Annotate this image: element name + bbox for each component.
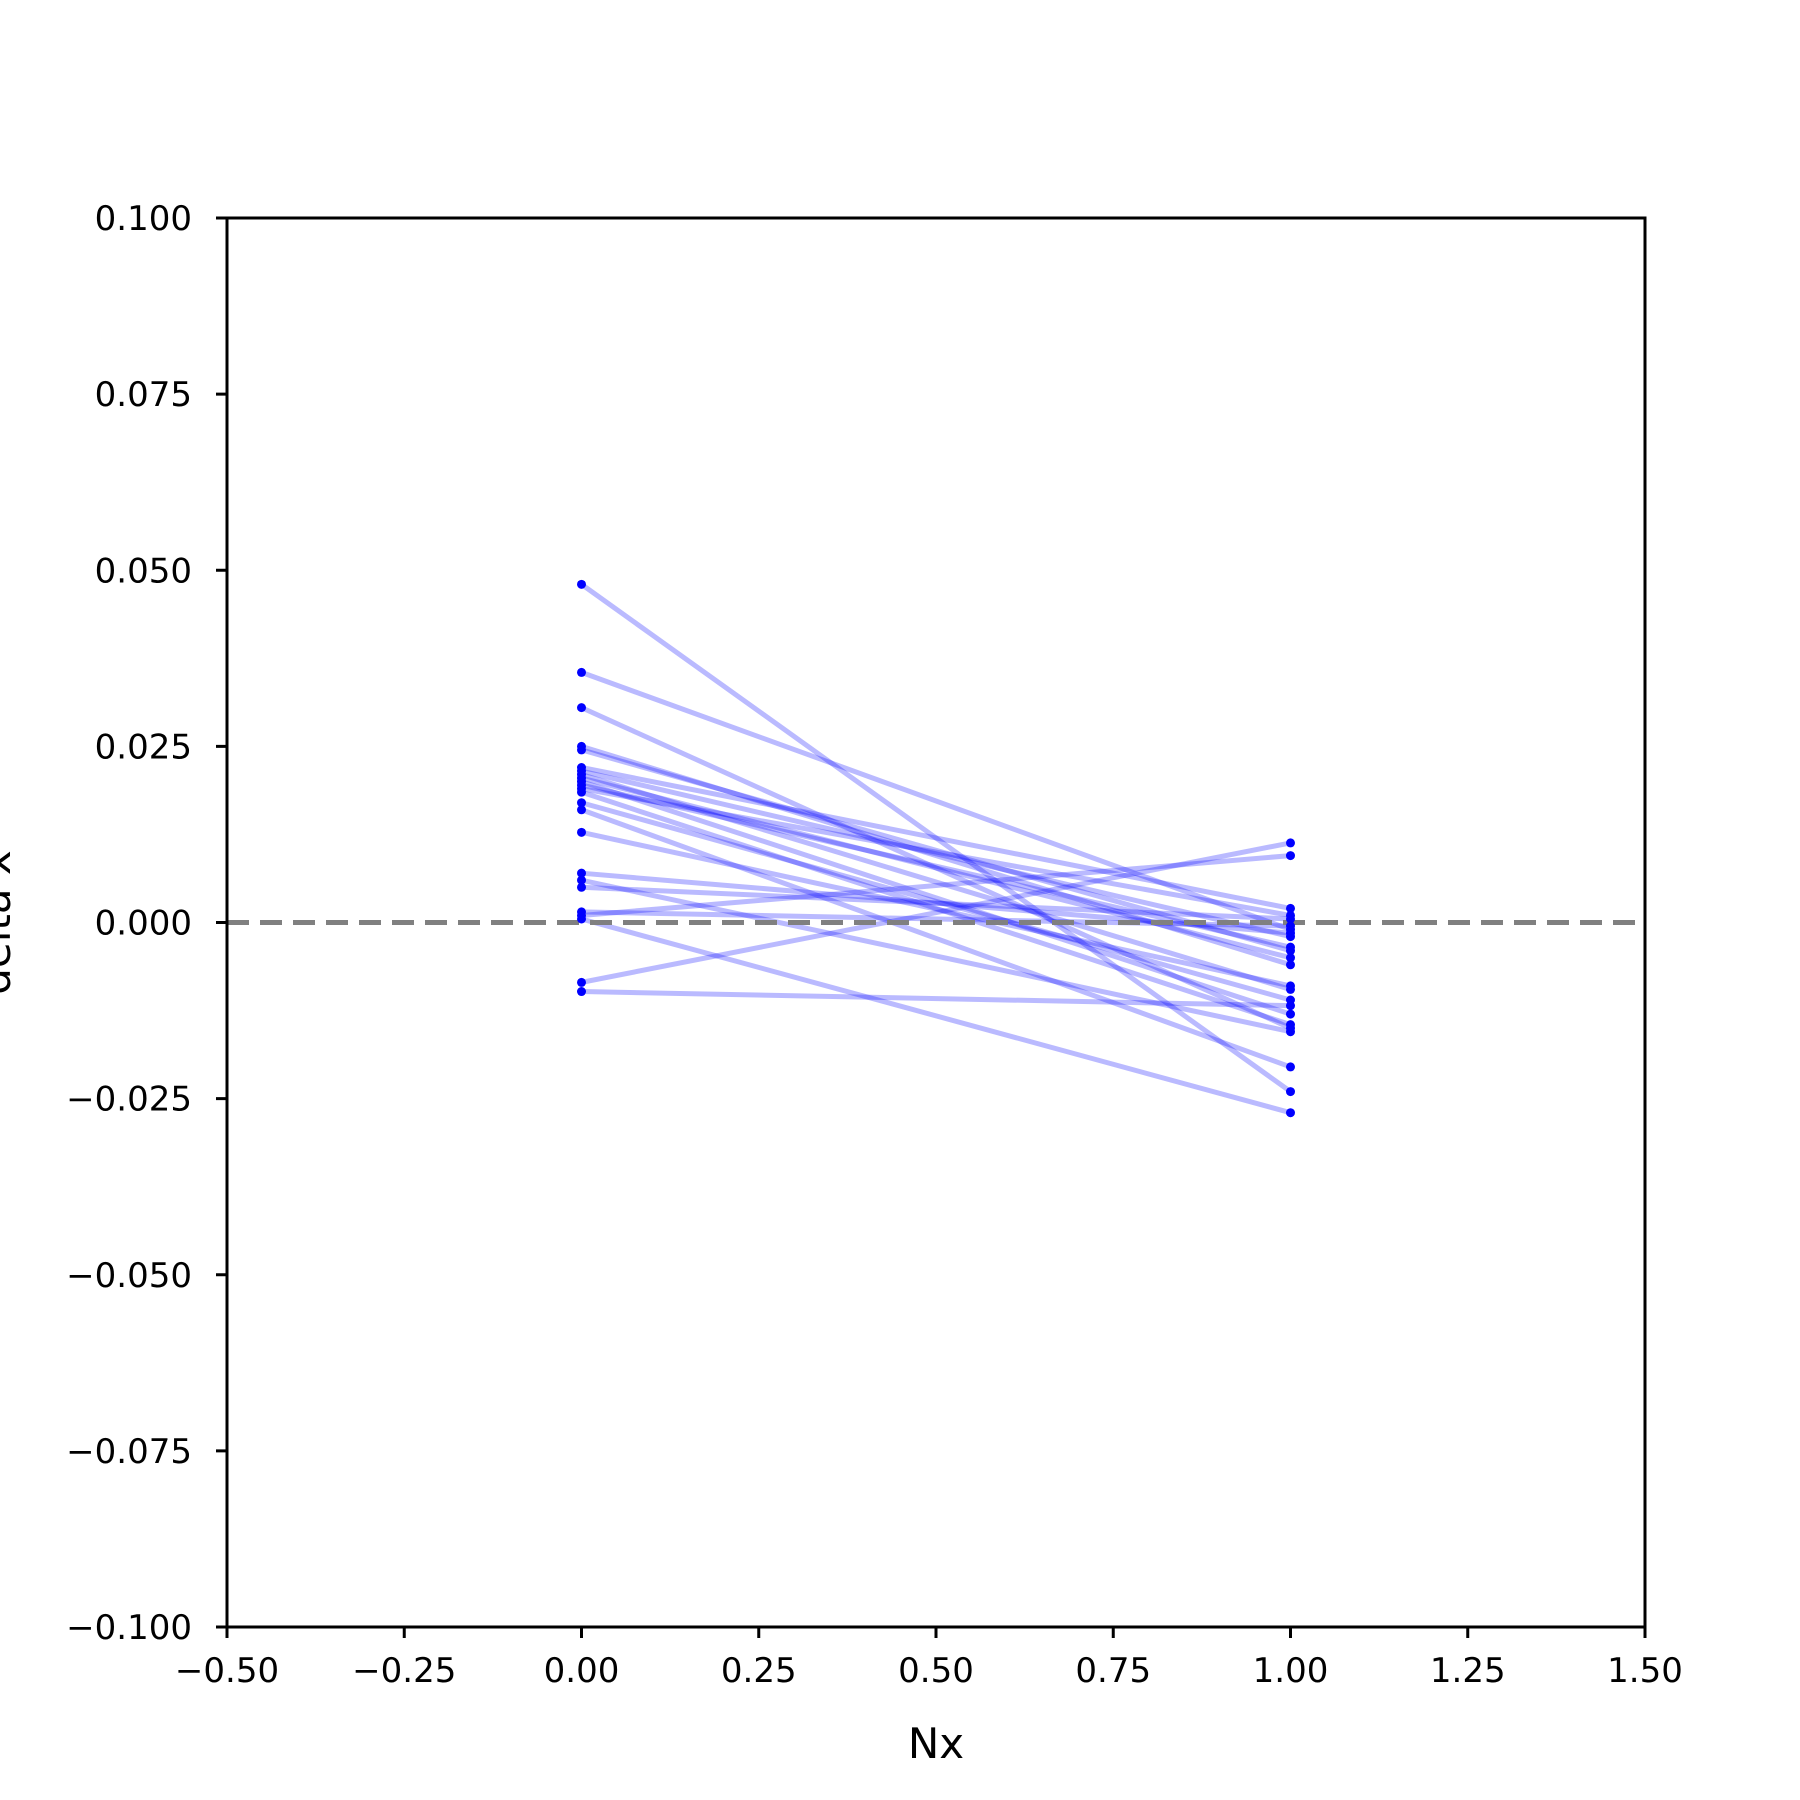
pair-line-5: [579, 765, 1293, 911]
data-point-13-0: [577, 798, 586, 808]
data-point-0-0: [577, 579, 586, 589]
pair-line-8: [579, 775, 1293, 961]
data-point-12-0: [577, 787, 586, 797]
data-point-22-1: [1286, 838, 1295, 848]
x-tick-label-8: 1.50: [1607, 1651, 1683, 1691]
y-tick-label-6: −0.050: [66, 1256, 192, 1296]
y-tick-label-3: 0.025: [95, 727, 192, 767]
data-point-10-1: [1286, 942, 1295, 952]
pair-line-2: [579, 705, 1293, 1031]
data-point-18-0: [577, 882, 586, 892]
data-point-21-1: [1286, 1108, 1295, 1118]
data-point-8-1: [1286, 953, 1295, 963]
data-point-1-0: [577, 667, 586, 677]
data-point-22-0: [577, 977, 586, 987]
pair-line-3: [579, 743, 1293, 968]
data-point-16-1: [1286, 928, 1295, 938]
data-point-3-1: [1286, 960, 1295, 970]
data-point-9-1: [1286, 1009, 1295, 1019]
x-tick-label-7: 1.25: [1430, 1651, 1506, 1691]
y-tick-label-1: 0.075: [95, 375, 192, 415]
data-point-5-1: [1286, 903, 1295, 913]
data-point-2-0: [577, 703, 586, 713]
pair-line-13: [579, 800, 1293, 1003]
data-point-20-1: [1286, 851, 1295, 861]
x-tick-label-2: 0.00: [544, 1651, 620, 1691]
x-tick-label-5: 0.75: [1075, 1651, 1151, 1691]
y-tick-label-8: −0.100: [66, 1608, 192, 1648]
data-point-15-1: [1286, 981, 1295, 991]
data-point-16-0: [577, 868, 586, 878]
data-point-4-0: [577, 745, 586, 755]
y-tick-label-7: −0.075: [66, 1432, 192, 1472]
x-tick-label-3: 0.25: [721, 1651, 797, 1691]
pair-line-22: [579, 840, 1293, 985]
pair-line-12: [579, 789, 1293, 1028]
data-point-12-1: [1286, 1020, 1295, 1030]
pair-line-11: [579, 786, 1293, 918]
data-point-18-1: [1286, 914, 1295, 924]
pair-line-9: [579, 779, 1293, 1017]
pair-line-6: [579, 768, 1293, 940]
pair-line-14: [579, 807, 1293, 1070]
pair-line-4: [579, 747, 1293, 954]
pair-line-7: [579, 772, 1293, 992]
pair-line-18: [579, 884, 1293, 922]
pair-line-1: [579, 669, 1293, 933]
y-tick-label-2: 0.050: [95, 551, 192, 591]
x-axis-label: Nx: [908, 1719, 964, 1768]
data-point-19-1: [1286, 921, 1295, 931]
pair-line-17: [579, 877, 1293, 1035]
data-point-14-1: [1286, 1062, 1295, 1072]
y-tick-label-5: −0.025: [66, 1080, 192, 1120]
pair-line-20: [579, 853, 1293, 918]
axes: −0.50 −0.25 0.00 0.25 0.50 0.75 1.00 1.25 1.50 0.…: [66, 199, 1683, 1691]
data-point-21-0: [577, 914, 586, 924]
pair-line-23: [579, 989, 1293, 1009]
plot-marks: [227, 579, 1645, 1118]
y-axis-label: delta x: [0, 850, 20, 995]
x-tick-label-6: 1.00: [1253, 1651, 1329, 1691]
x-tick-label-0: −0.50: [175, 1651, 279, 1691]
data-point-23-1: [1286, 1001, 1295, 1011]
y-tick-label-0: 0.100: [95, 199, 192, 239]
x-tick-label-4: 0.50: [898, 1651, 974, 1691]
data-point-0-1: [1286, 1087, 1295, 1097]
data-point-17-1: [1286, 1027, 1295, 1037]
data-point-15-0: [577, 827, 586, 837]
data-point-23-0: [577, 987, 586, 997]
pair-line-0: [579, 581, 1293, 1095]
x-tick-label-1: −0.25: [352, 1651, 456, 1691]
y-tick-label-4: 0.000: [95, 904, 192, 944]
pair-line-21: [579, 916, 1293, 1116]
data-point-17-0: [577, 875, 586, 885]
data-point-14-0: [577, 805, 586, 815]
pair-line-15: [579, 829, 1293, 989]
